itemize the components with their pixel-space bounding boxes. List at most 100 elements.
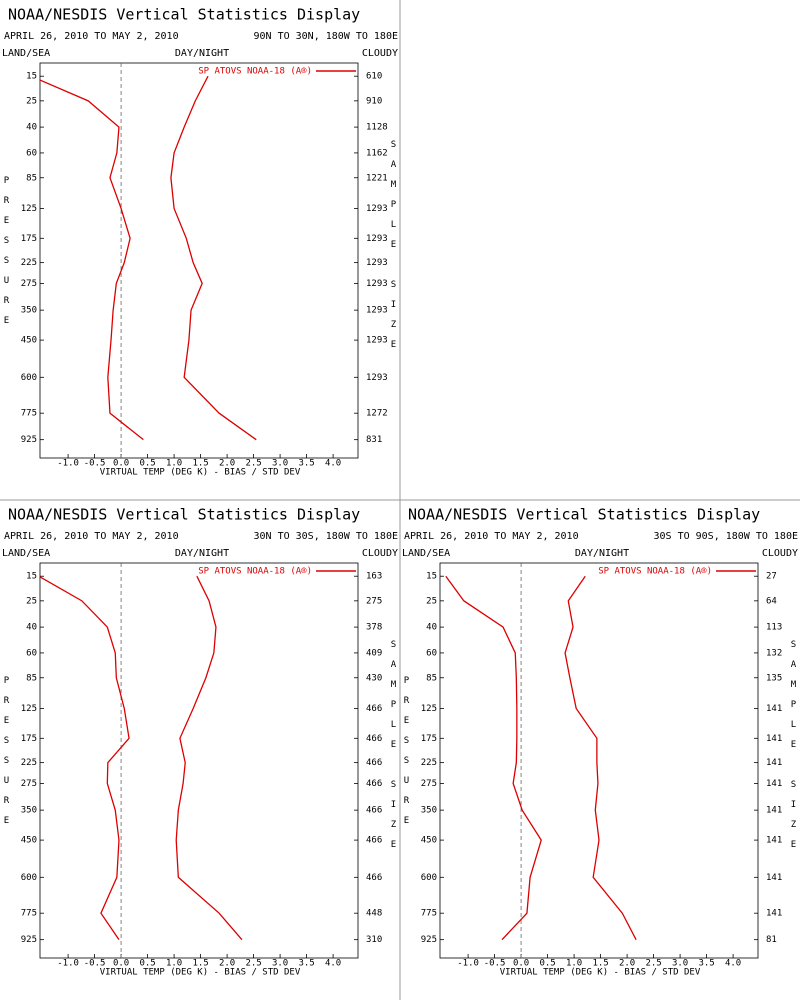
sample-size: 466 xyxy=(366,779,382,789)
x-tick-label: -0.5 xyxy=(84,959,106,969)
x-tick-label: 3.0 xyxy=(272,459,288,469)
plot-frame xyxy=(39,562,359,959)
y-tick-label: 175 xyxy=(21,734,37,744)
sample-size: 310 xyxy=(366,935,382,945)
x-axis-label: VIRTUAL TEMP (DEG K) - BIAS / STD DEV xyxy=(500,968,701,978)
plot-frame xyxy=(39,62,359,459)
legend-label: SP ATOVS NOAA-18 (A®) xyxy=(198,67,312,77)
sample-size: 141 xyxy=(766,758,782,768)
x-tick-label: -0.5 xyxy=(484,959,506,969)
y-axis-label: PRESSURE xyxy=(2,676,12,836)
y-tick-label: 85 xyxy=(426,673,437,683)
x-tick-label: 1.0 xyxy=(166,459,182,469)
y-tick-label: 15 xyxy=(26,572,37,582)
y-tick-label: 775 xyxy=(421,909,437,919)
y-tick-label: 775 xyxy=(21,909,37,919)
sample-size: 132 xyxy=(766,648,782,658)
x-tick-label: 2.5 xyxy=(245,959,261,969)
y-tick-label: 15 xyxy=(26,72,37,82)
sample-size: 1293 xyxy=(366,258,388,268)
chart-title: NOAA/NESDIS Vertical Statistics Display xyxy=(408,506,760,524)
x-tick-label: 3.0 xyxy=(272,959,288,969)
sample-size: 1293 xyxy=(366,336,388,346)
sample-size: 1293 xyxy=(366,373,388,383)
y-tick-label: 60 xyxy=(26,148,37,158)
y-tick-label: 25 xyxy=(426,596,437,606)
y2-axis-label: SAMPLE SIZE xyxy=(389,640,399,860)
x-tick-label: 4.0 xyxy=(325,959,341,969)
sample-size: 1272 xyxy=(366,409,388,419)
chart-title: NOAA/NESDIS Vertical Statistics Display xyxy=(8,506,360,524)
land-sea: LAND/SEA xyxy=(2,48,50,59)
land-sea: LAND/SEA xyxy=(402,548,450,559)
sample-size: 275 xyxy=(366,596,382,606)
sample-size: 1293 xyxy=(366,279,388,289)
y-tick-label: 85 xyxy=(26,173,37,183)
bias-line xyxy=(40,79,144,441)
y-tick-label: 925 xyxy=(421,935,437,945)
sample-size: 1293 xyxy=(366,306,388,316)
x-tick-label: 3.5 xyxy=(298,959,314,969)
x-axis-label: VIRTUAL TEMP (DEG K) - BIAS / STD DEV xyxy=(100,968,301,978)
y-tick-label: 175 xyxy=(21,234,37,244)
sample-size: 1293 xyxy=(366,234,388,244)
sample-size: 448 xyxy=(366,909,382,919)
y-tick-label: 275 xyxy=(21,279,37,289)
sample-size: 1293 xyxy=(366,204,388,214)
land-sea: LAND/SEA xyxy=(2,548,50,559)
x-tick-label: 3.0 xyxy=(672,959,688,969)
date-range: APRIL 26, 2010 TO MAY 2, 2010 xyxy=(4,31,179,42)
y-tick-label: 450 xyxy=(21,336,37,346)
y-tick-label: 350 xyxy=(421,806,437,816)
y-tick-label: 275 xyxy=(21,779,37,789)
y-tick-label: 225 xyxy=(421,758,437,768)
x-tick-label: 2.0 xyxy=(619,959,635,969)
panel: NOAA/NESDIS Vertical Statistics Display A… xyxy=(402,506,799,978)
x-tick-label: 2.0 xyxy=(219,459,235,469)
x-tick-label: 1.5 xyxy=(592,959,608,969)
region: 90N TO 30N, 180W TO 180E xyxy=(254,31,399,42)
x-tick-label: 3.5 xyxy=(298,459,314,469)
x-tick-label: -0.5 xyxy=(84,459,106,469)
sample-size: 430 xyxy=(366,673,382,683)
y-tick-label: 40 xyxy=(426,623,437,633)
sample-size: 466 xyxy=(366,758,382,768)
x-tick-label: 0.5 xyxy=(539,959,555,969)
x-tick-label: 1.5 xyxy=(192,459,208,469)
x-tick-label: 3.5 xyxy=(698,959,714,969)
sample-size: 466 xyxy=(366,873,382,883)
sample-size: 141 xyxy=(766,836,782,846)
sample-size: 163 xyxy=(366,572,382,582)
sample-size: 141 xyxy=(766,806,782,816)
y-tick-label: 275 xyxy=(421,779,437,789)
y-tick-label: 60 xyxy=(426,648,437,658)
y-tick-label: 350 xyxy=(21,806,37,816)
plot-frame xyxy=(439,562,759,959)
y-axis-label: PRESSURE xyxy=(402,676,412,836)
std-dev-line xyxy=(564,575,637,940)
x-tick-label: 0.0 xyxy=(113,959,129,969)
y-tick-label: 15 xyxy=(426,572,437,582)
bias-line xyxy=(445,575,542,941)
sample-size: 81 xyxy=(766,935,777,945)
std-dev-line xyxy=(170,75,257,441)
y-tick-label: 225 xyxy=(21,758,37,768)
y-tick-label: 85 xyxy=(26,673,37,683)
day-night: DAY/NIGHT xyxy=(575,548,629,559)
panel: NOAA/NESDIS Vertical Statistics Display A… xyxy=(2,506,399,978)
y-tick-label: 600 xyxy=(21,373,37,383)
sample-size: 27 xyxy=(766,572,777,582)
x-axis-label: VIRTUAL TEMP (DEG K) - BIAS / STD DEV xyxy=(100,468,301,478)
x-tick-label: 0.5 xyxy=(139,959,155,969)
day-night: DAY/NIGHT xyxy=(175,48,229,59)
x-tick-label: 4.0 xyxy=(725,959,741,969)
cloudy: CLOUDY xyxy=(362,548,398,559)
y-tick-label: 350 xyxy=(21,306,37,316)
x-tick-label: 2.0 xyxy=(219,959,235,969)
sample-size: 141 xyxy=(766,873,782,883)
sample-size: 64 xyxy=(766,596,777,606)
region: 30S TO 90S, 180W TO 180E xyxy=(654,531,799,542)
sample-size: 409 xyxy=(366,648,382,658)
sample-size: 141 xyxy=(766,779,782,789)
x-tick-label: 1.5 xyxy=(192,959,208,969)
